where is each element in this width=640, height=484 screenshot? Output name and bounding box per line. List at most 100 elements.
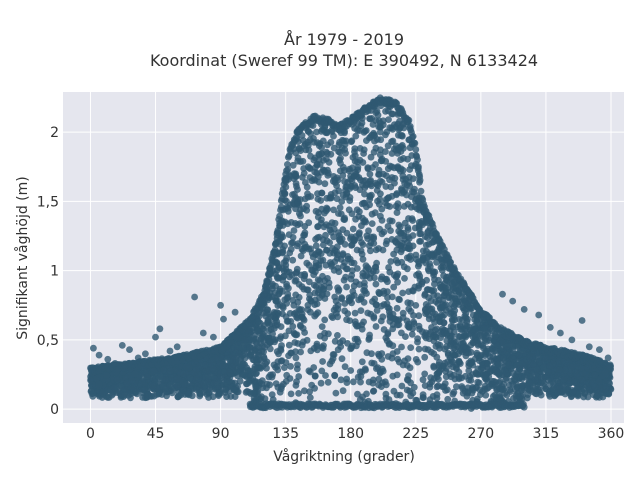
data-point [330,133,337,140]
data-point [331,294,338,301]
data-point [465,388,472,395]
data-point [367,116,374,123]
data-point [210,365,217,372]
chart-title-line2: Koordinat (Sweref 99 TM): E 390492, N 61… [150,51,538,70]
data-point [343,266,350,273]
data-point [385,116,392,123]
data-point [397,132,404,139]
data-point [271,249,278,256]
data-point [434,292,441,299]
data-point [286,152,293,159]
data-point [341,216,348,223]
data-point [395,296,402,303]
data-point [394,305,401,312]
data-point [406,242,413,249]
data-point [343,316,350,323]
data-point [358,373,365,380]
data-point [489,378,496,385]
data-point [292,172,299,179]
data-point [232,393,239,400]
data-point [503,392,510,399]
chart-title-line1: År 1979 - 2019 [284,30,404,49]
data-point [305,302,312,309]
data-point [368,154,375,161]
data-point [285,352,292,359]
data-point [394,356,401,363]
data-point [280,305,287,312]
data-point [289,272,296,279]
data-point [339,226,346,233]
data-point [246,379,253,386]
data-point [379,313,386,320]
data-point [294,266,301,273]
data-point [592,384,599,391]
data-point [406,324,413,331]
data-point [358,307,365,314]
data-point [359,200,366,207]
data-point [305,287,312,294]
data-point [541,380,548,387]
data-point [326,239,333,246]
data-point [315,214,322,221]
data-point [347,367,354,374]
data-point [429,306,436,313]
data-point [400,189,407,196]
data-point [275,227,282,234]
data-point [297,349,304,356]
data-point [596,378,603,385]
data-point [278,386,285,393]
data-point [298,314,305,321]
data-point [410,312,417,319]
data-point [545,369,552,376]
data-point [561,376,568,383]
data-point [240,345,247,352]
data-point [299,174,306,181]
data-point [314,162,321,169]
data-point [275,351,282,358]
data-point [349,210,356,217]
data-point [344,379,351,386]
data-point [317,140,324,147]
data-point [226,369,233,376]
data-point [462,373,469,380]
data-point [288,240,295,247]
data-point [372,161,379,168]
data-point [160,367,167,374]
data-point [540,364,547,371]
data-point [379,231,386,238]
data-point [505,362,512,369]
data-point [556,366,563,373]
data-point [306,262,313,269]
data-point [289,257,296,264]
data-point [384,129,391,136]
data-point [306,278,313,285]
data-point [322,372,329,379]
data-point [398,330,405,337]
data-point [384,202,391,209]
data-point [326,159,333,166]
data-point [281,296,288,303]
data-point [395,318,402,325]
data-point [233,387,240,394]
data-point [383,381,390,388]
data-point [354,159,361,166]
data-point [284,318,291,325]
data-point [180,371,187,378]
data-point [430,350,437,357]
data-point [330,178,337,185]
data-point [389,326,396,333]
data-point [319,344,326,351]
data-point [321,167,328,174]
data-point [490,393,497,400]
data-point [302,229,309,236]
data-point [359,251,366,258]
data-point [338,198,345,205]
data-point [385,264,392,271]
data-point [459,317,466,324]
data-point [307,130,314,137]
data-point [463,352,470,359]
data-point [144,392,151,399]
data-point [398,344,405,351]
data-point [360,319,367,326]
